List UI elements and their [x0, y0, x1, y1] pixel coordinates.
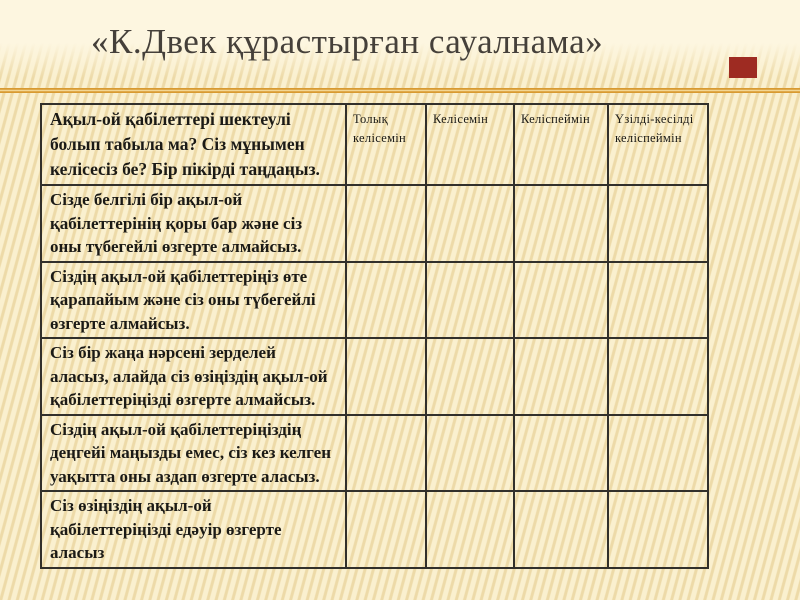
option-header-cell: Үзілді-кесілді келіспеймін	[607, 103, 709, 186]
answer-cell[interactable]	[425, 260, 515, 339]
option-header-cell: Келісемін	[425, 103, 515, 186]
option-header-cell: Келіспеймін	[513, 103, 609, 186]
question-header-cell: Ақыл-ой қабілеттері шектеулі болып табыл…	[40, 103, 347, 186]
option-header-cell: Толық келісемін	[345, 103, 427, 186]
answer-cell[interactable]	[345, 260, 427, 339]
answer-cell[interactable]	[425, 184, 515, 263]
answer-cell[interactable]	[345, 184, 427, 263]
statement-cell: Сізде белгілі бір ақыл-ой қабілеттерінің…	[40, 184, 347, 263]
answer-cell[interactable]	[607, 260, 709, 339]
answer-cell[interactable]	[425, 337, 515, 416]
statement-cell: Сіз өзіңіздің ақыл-ой қабілеттеріңізді е…	[40, 490, 347, 569]
answer-cell[interactable]	[513, 413, 609, 492]
answer-cell[interactable]	[425, 490, 515, 569]
statement-cell: Сіз бір жаңа нәрсені зерделей аласыз, ал…	[40, 337, 347, 416]
table-header-row: Ақыл-ой қабілеттері шектеулі болып табыл…	[40, 103, 709, 186]
title-divider-line	[0, 88, 800, 93]
questionnaire-table: Ақыл-ой қабілеттері шектеулі болып табыл…	[40, 103, 709, 569]
theme-accent-square	[729, 57, 757, 78]
answer-cell[interactable]	[607, 184, 709, 263]
answer-cell[interactable]	[513, 184, 609, 263]
table-row: Сізде белгілі бір ақыл-ой қабілеттерінің…	[40, 184, 709, 263]
table-row: Сіздің ақыл-ой қабілеттеріңіздің деңгейі…	[40, 413, 709, 492]
background-top-fade	[0, 0, 800, 78]
answer-cell[interactable]	[513, 490, 609, 569]
answer-cell[interactable]	[607, 490, 709, 569]
answer-cell[interactable]	[345, 490, 427, 569]
answer-cell[interactable]	[345, 337, 427, 416]
answer-cell[interactable]	[425, 413, 515, 492]
answer-cell[interactable]	[513, 260, 609, 339]
statement-cell: Сіздің ақыл-ой қабілеттеріңіз өте қарапа…	[40, 260, 347, 339]
answer-cell[interactable]	[607, 337, 709, 416]
table-row: Сіз өзіңіздің ақыл-ой қабілеттеріңізді е…	[40, 490, 709, 569]
table-row: Сіздің ақыл-ой қабілеттеріңіз өте қарапа…	[40, 260, 709, 339]
answer-cell[interactable]	[345, 413, 427, 492]
answer-cell[interactable]	[607, 413, 709, 492]
answer-cell[interactable]	[513, 337, 609, 416]
slide-title: «К.Двек құрастырған сауалнама»	[91, 22, 604, 61]
table-row: Сіз бір жаңа нәрсені зерделей аласыз, ал…	[40, 337, 709, 416]
statement-cell: Сіздің ақыл-ой қабілеттеріңіздің деңгейі…	[40, 413, 347, 492]
